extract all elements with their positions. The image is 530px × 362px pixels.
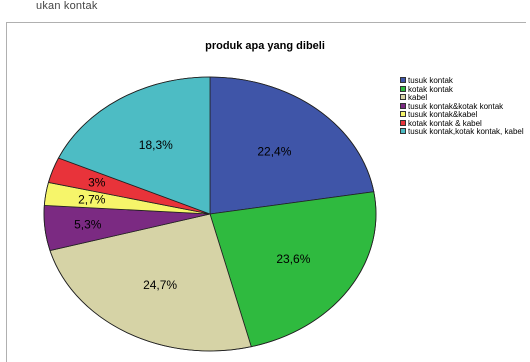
legend-item: kotak kontak & kabel <box>400 118 525 128</box>
legend-item: kotak kontak <box>400 84 525 94</box>
legend-swatch <box>400 102 406 109</box>
legend-swatch <box>400 119 406 126</box>
chart-title: produk apa yang dibeli <box>205 40 325 52</box>
legend-label: kabel <box>408 93 428 102</box>
header-text: ukan kontak <box>36 0 98 12</box>
slice-label-2: 23,6% <box>276 252 310 266</box>
legend-swatch <box>400 85 406 92</box>
legend-label: tusuk kontak,kotak kontak, kabel <box>408 127 524 136</box>
legend-swatch <box>400 94 406 100</box>
pie-outline <box>43 76 377 352</box>
legend-swatch <box>400 128 406 134</box>
legend-label: tusuk kontak&kotak kontak <box>408 101 504 111</box>
legend-label: tusuk kontak&kabel <box>408 110 478 119</box>
legend-label: kotak kontak <box>408 84 453 94</box>
legend: tusuk kontak kotak kontak kabel tusuk konta… <box>400 77 525 137</box>
slice-label-1: 22,4% <box>257 144 291 158</box>
slice-label-4: 5,3% <box>74 218 102 232</box>
slice-label-7: 18,3% <box>139 138 173 152</box>
legend-item: tusuk kontak <box>400 77 525 85</box>
legend-item: tusuk kontak&kabel <box>400 111 525 119</box>
pie-slice-1 <box>209 76 375 215</box>
legend-item: tusuk kontak,kotak kontak, kabel <box>400 128 525 136</box>
slice-label-3: 24,7% <box>143 278 177 292</box>
legend-item: tusuk kontak&kotak kontak <box>400 101 525 111</box>
legend-swatch <box>400 77 406 83</box>
legend-swatch <box>400 111 406 117</box>
legend-label: tusuk kontak <box>408 76 453 85</box>
slice-label-5: 2,7% <box>78 193 106 207</box>
chart-panel <box>6 22 526 362</box>
legend-label: kotak kontak & kabel <box>408 118 482 128</box>
slice-label-6: 3% <box>88 175 106 189</box>
legend-item: kabel <box>400 94 525 102</box>
